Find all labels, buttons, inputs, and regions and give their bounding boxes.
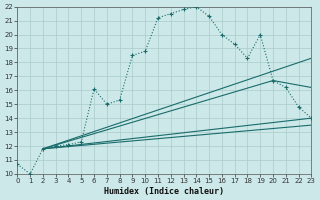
X-axis label: Humidex (Indice chaleur): Humidex (Indice chaleur) (104, 187, 224, 196)
